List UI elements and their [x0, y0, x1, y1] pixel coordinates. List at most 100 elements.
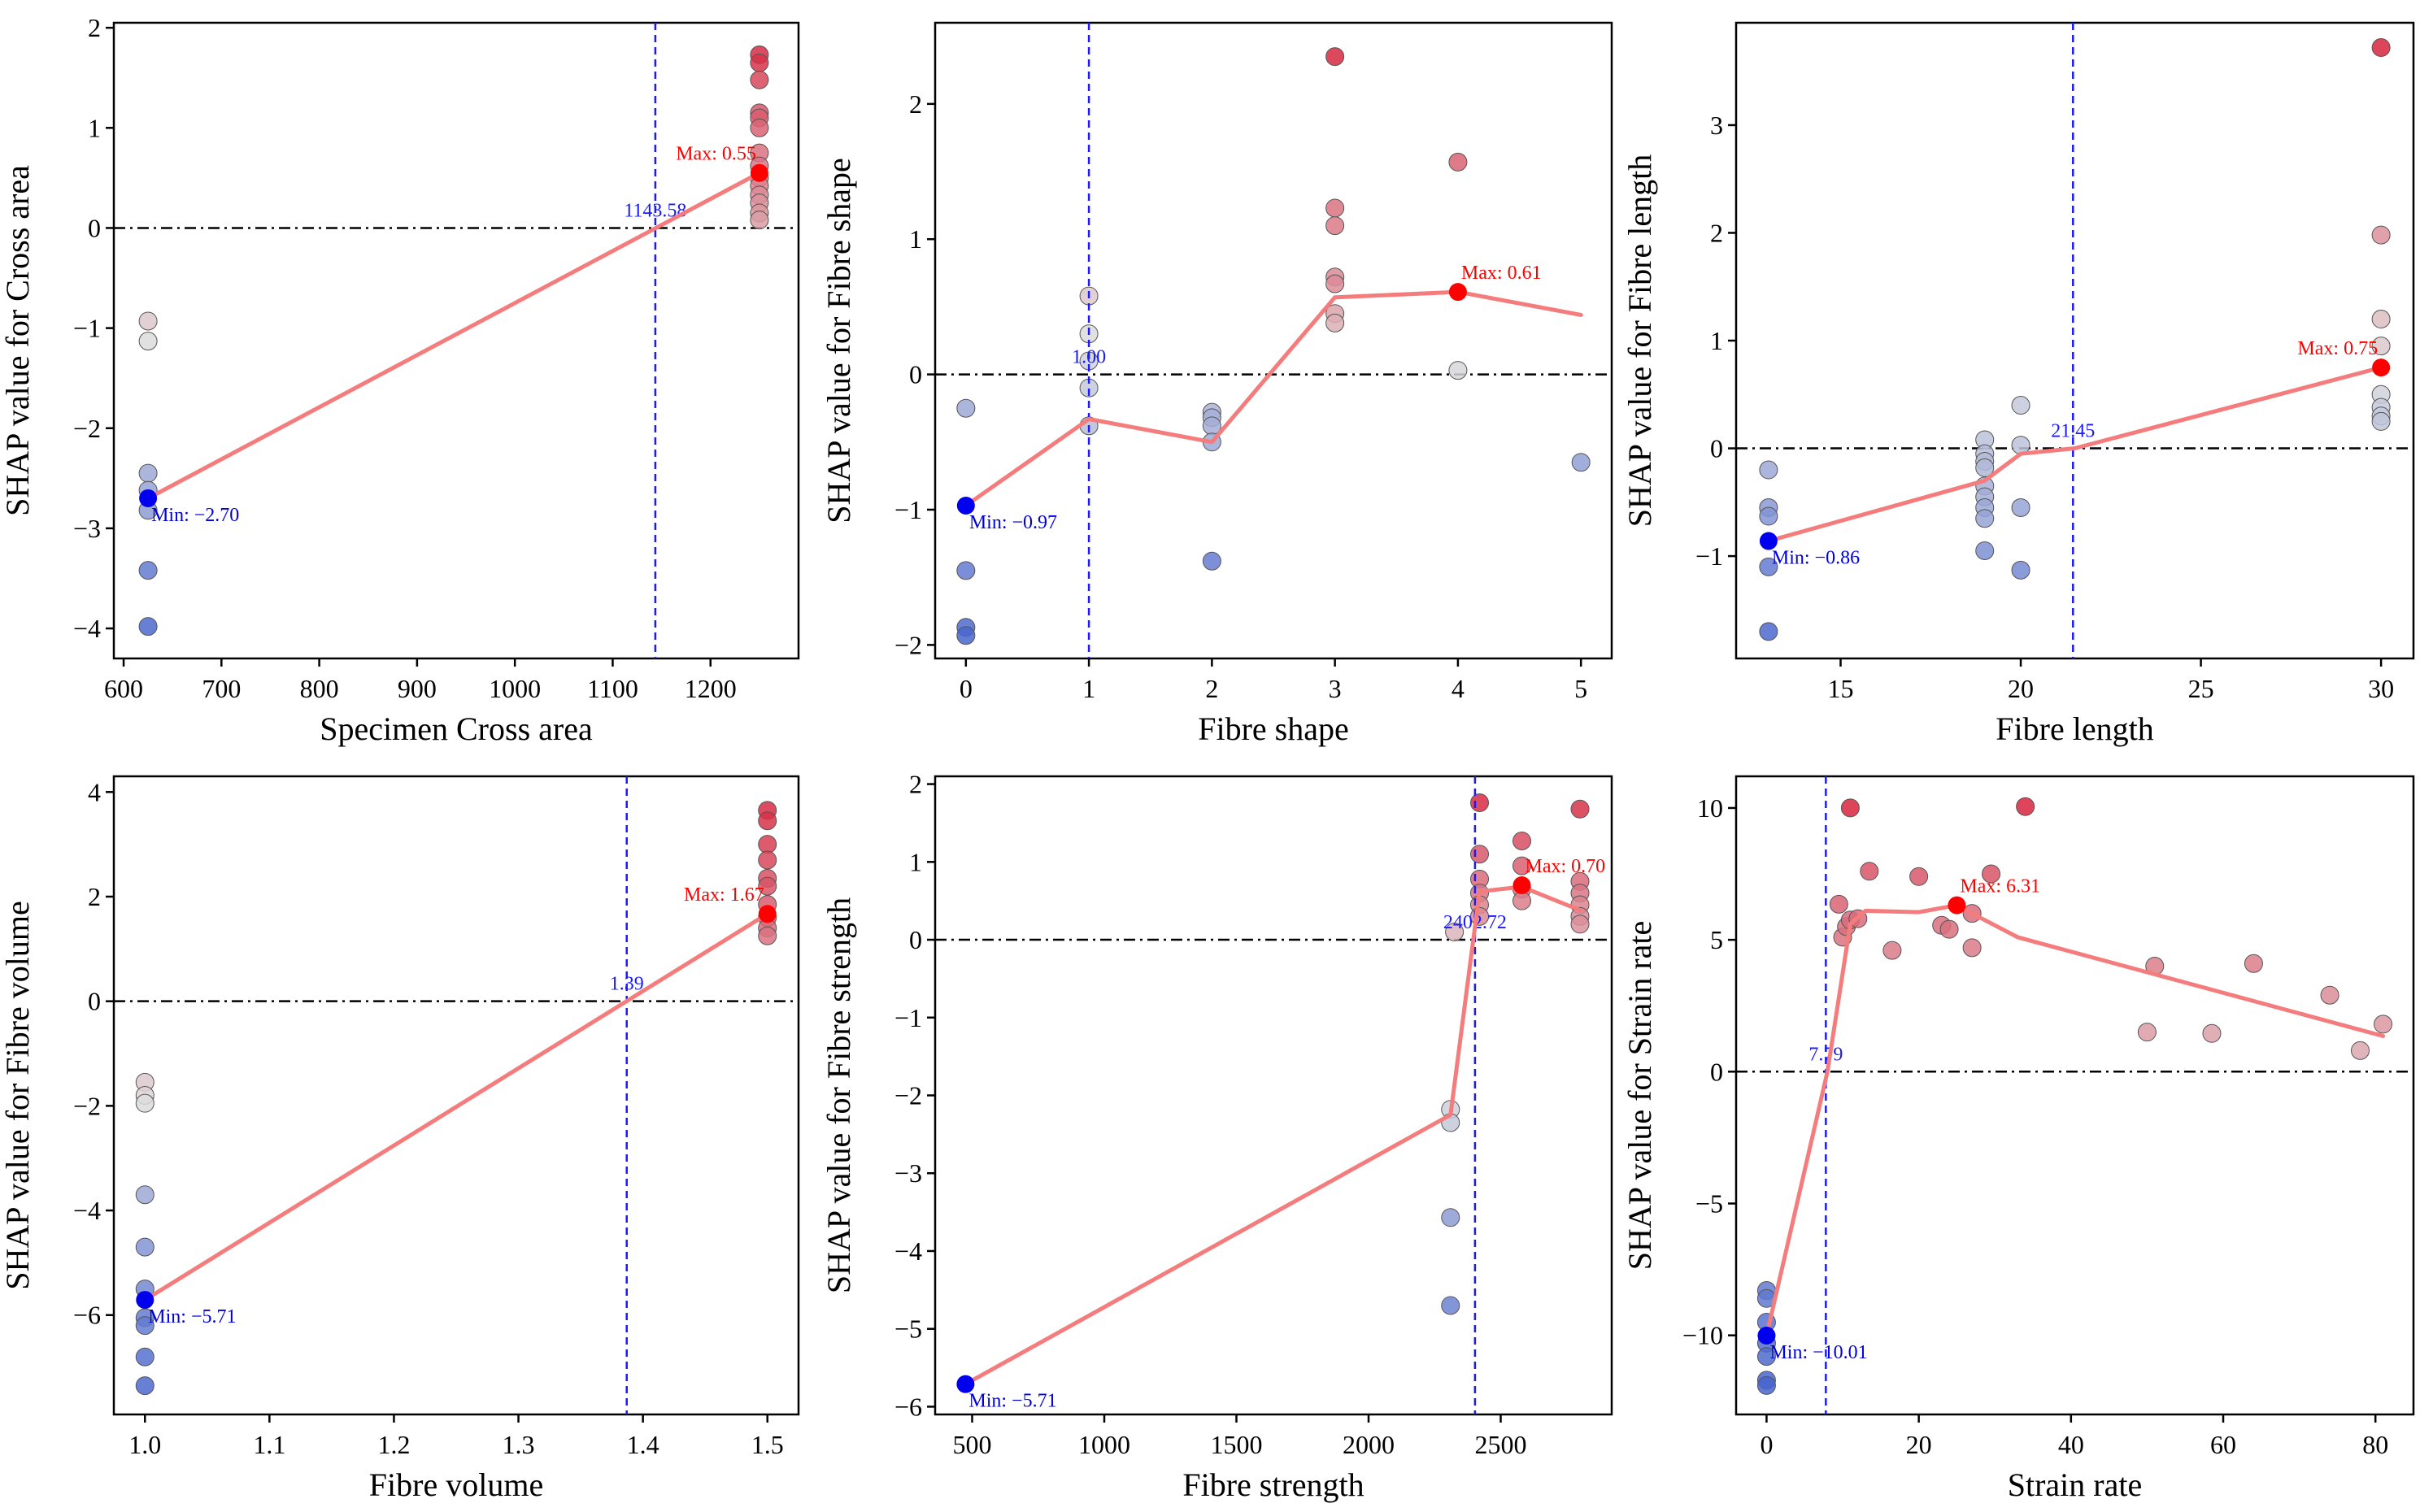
threshold-label: 21.45: [2051, 421, 2095, 442]
plot-frame: [112, 775, 800, 1416]
x-tick-label: 0: [960, 674, 973, 703]
y-tick-label: 2: [1710, 218, 1723, 247]
x-tick-label: 1.1: [253, 1430, 285, 1459]
panel-fibre-volume: 1.0 1.1 1.2 1.3 1.4 1.5 −6 −4 −2 0 2 4 Fibre volume S…: [0, 775, 800, 1503]
data-point: [1470, 845, 1489, 864]
data-point: [1975, 509, 1995, 528]
y-tick-label: 2: [909, 770, 922, 799]
x-tick-label: 1000: [489, 674, 541, 703]
y-tick-label: −2: [73, 414, 101, 443]
data-point: [1512, 831, 1531, 850]
y-tick-label: 0: [88, 213, 101, 242]
x-tick-label: 1100: [587, 674, 638, 703]
x-tick-label: 600: [104, 674, 143, 703]
x-tick-label: 20: [1906, 1430, 1932, 1459]
x-axis-label: Fibre length: [1996, 710, 2153, 747]
data-point: [2374, 1015, 2393, 1034]
trend-line: [963, 884, 1582, 1387]
y-tick-label: 0: [1710, 1057, 1723, 1086]
data-point: [750, 211, 769, 230]
trend-line: [964, 289, 1583, 508]
x-axis-label: Fibre volume: [369, 1466, 543, 1503]
y-tick-label: −1: [894, 1003, 922, 1032]
data-point: [758, 850, 777, 870]
x-tick-label: 60: [2210, 1430, 2236, 1459]
x-tick-label: 1.3: [503, 1430, 535, 1459]
max-point: [1512, 876, 1531, 895]
y-tick-label: −1: [1695, 541, 1723, 571]
y-axis-label: SHAP value for Fibre shape: [820, 158, 857, 524]
data-point: [1570, 915, 1590, 934]
max-label: Max: 0.55: [676, 144, 756, 165]
y-tick-label: −2: [894, 630, 922, 659]
threshold-label: 7.79: [1808, 1044, 1843, 1065]
data-point: [1756, 1347, 1776, 1366]
max-point: [750, 163, 768, 182]
data-point: [750, 118, 769, 137]
plot-frame: [1734, 775, 2415, 1416]
x-tick-label: 1500: [1211, 1430, 1263, 1459]
y-tick-label: −1: [73, 314, 101, 343]
x-axis-label: Fibre shape: [1198, 710, 1349, 747]
panel-fibre-strength: 500 1000 1500 2000 2500 −6 −5 −4 −3 −2 −1 0 1 2 Fibre …: [820, 770, 1613, 1503]
y-tick-label: −6: [73, 1301, 101, 1330]
data-point: [1202, 551, 1221, 571]
x-tick-label: 2500: [1475, 1430, 1527, 1459]
y-tick-label: −10: [1682, 1321, 1723, 1350]
y-tick-label: −5: [1695, 1188, 1723, 1218]
y-tick-label: 1: [909, 847, 922, 876]
data-point: [1441, 1296, 1460, 1315]
data-point: [1512, 891, 1531, 910]
data-point: [135, 1376, 155, 1396]
x-tick-label: 5: [1574, 674, 1587, 703]
x-tick-label: 2: [1205, 674, 1218, 703]
x-tick-label: 1.5: [751, 1430, 784, 1459]
y-tick-label: −3: [73, 514, 101, 543]
data-point: [2202, 1023, 2222, 1043]
y-tick-label: −2: [73, 1091, 101, 1120]
data-point: [2011, 396, 2030, 415]
data-point: [1325, 274, 1345, 293]
trend-line: [142, 911, 770, 1302]
x-tick-label: 80: [2362, 1430, 2388, 1459]
y-tick-label: 1: [909, 224, 922, 254]
x-tick-label: 20: [2008, 674, 2034, 703]
data-point: [758, 876, 777, 896]
data-point: [138, 311, 158, 331]
min-point: [1757, 1327, 1776, 1345]
data-point: [135, 1316, 155, 1336]
trend-line: [1764, 903, 2386, 1338]
data-point: [758, 926, 777, 945]
y-axis-label: SHAP value for Fibre volume: [0, 901, 36, 1289]
data-point: [1512, 856, 1531, 875]
threshold-label: 1.00: [1072, 347, 1106, 368]
data-point: [138, 617, 158, 637]
data-point: [2011, 497, 2030, 517]
x-tick-label: 30: [2368, 674, 2394, 703]
data-point: [1325, 198, 1345, 218]
data-point: [956, 398, 976, 418]
max-point: [1948, 896, 1966, 915]
data-point: [135, 1093, 155, 1113]
max-label: Max: 0.75: [2297, 338, 2378, 359]
data-point: [758, 835, 777, 854]
x-tick-label: 800: [300, 674, 339, 703]
data-point: [138, 332, 158, 351]
y-tick-label: 4: [88, 777, 101, 806]
x-tick-label: 900: [398, 674, 437, 703]
max-point: [758, 905, 777, 923]
y-tick-label: −4: [73, 614, 101, 643]
data-point: [1882, 941, 1902, 960]
data-point: [1448, 152, 1468, 172]
data-point: [956, 626, 976, 645]
data-point: [1975, 458, 1995, 477]
data-point: [2137, 1023, 2157, 1042]
data-point: [1570, 799, 1590, 819]
data-point: [1759, 460, 1778, 480]
x-tick-label: 2000: [1343, 1430, 1395, 1459]
data-point: [1829, 894, 1848, 914]
data-point: [1962, 938, 1982, 958]
min-point: [956, 1375, 975, 1393]
max-point: [1448, 283, 1467, 302]
